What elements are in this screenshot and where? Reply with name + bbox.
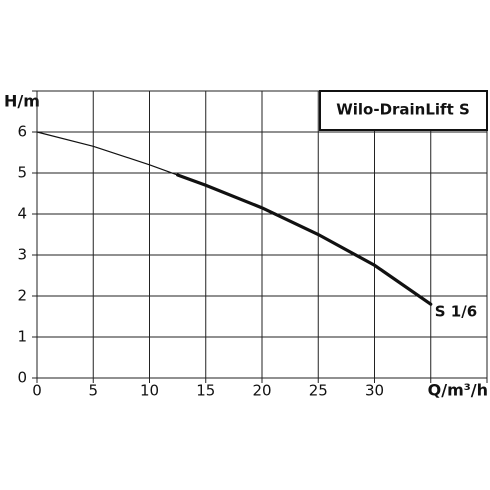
- x-tick-label: 0: [32, 382, 42, 400]
- y-tick-label: 1: [17, 328, 27, 346]
- chart-title: Wilo-DrainLift S: [336, 101, 470, 119]
- curve: [176, 173, 433, 306]
- x-tick-label: 5: [88, 382, 98, 400]
- y-tick-label: 6: [17, 123, 27, 141]
- y-tick-label: 3: [17, 246, 27, 264]
- y-tick-label: 2: [17, 287, 27, 305]
- y-axis-label: H/m: [4, 92, 40, 111]
- x-tick-label: 20: [252, 382, 271, 400]
- x-tick-label: 25: [309, 382, 328, 400]
- curve: [36, 131, 179, 176]
- x-axis-label: Q/m³/h: [428, 381, 488, 400]
- curve-label: S 1/6: [435, 303, 477, 321]
- y-tick-label: 5: [17, 164, 27, 182]
- y-tick-label: 4: [17, 205, 27, 223]
- title-box: [319, 90, 488, 131]
- x-tick-label: 15: [196, 382, 215, 400]
- x-tick-label: 30: [365, 382, 384, 400]
- y-tick-label: 0: [17, 369, 27, 387]
- x-tick-label: 10: [140, 382, 159, 400]
